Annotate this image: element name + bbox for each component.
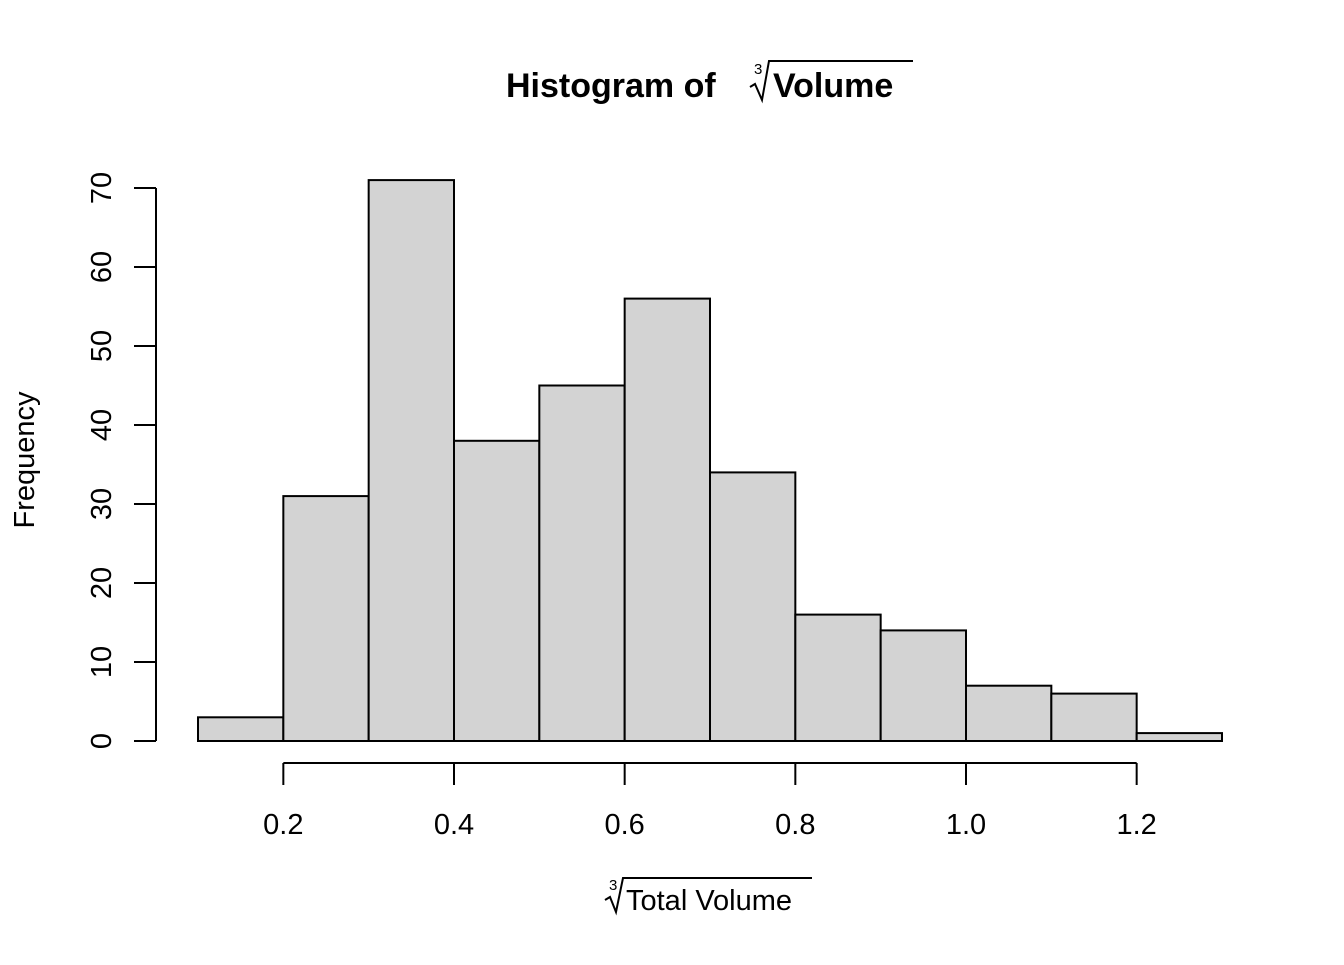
histogram-bar-2	[282, 495, 370, 742]
y-axis-tick-label: 60	[86, 251, 118, 283]
histogram-bar-6	[623, 297, 712, 742]
x-axis-label-radicand: Total Volume	[626, 885, 792, 917]
histogram-bar-10	[965, 684, 1053, 743]
chart-title: Histogram of 3 Volume	[506, 60, 913, 105]
histogram-bars	[197, 179, 1223, 743]
chart-title-root-index: 3	[754, 61, 762, 78]
x-axis-tick-label: 0.6	[605, 809, 645, 841]
x-axis-label-radical-sign	[604, 877, 812, 916]
histogram-bar-11	[1050, 692, 1138, 742]
y-axis-label: Frequency	[9, 391, 41, 529]
x-axis-label-root-index: 3	[609, 877, 617, 894]
x-axis-tick-label: 1.0	[946, 809, 986, 841]
histogram-bar-3	[367, 179, 455, 743]
histogram-bar-4	[453, 439, 541, 742]
y-axis: 0 10 20 30 40 50 60 70	[86, 172, 157, 749]
x-axis-tick-label: 1.2	[1117, 809, 1157, 841]
chart-title-prefix: Histogram of	[506, 67, 716, 105]
histogram-bar-12	[1135, 732, 1223, 742]
y-axis-tick-label: 10	[86, 646, 118, 678]
y-axis-tick-label: 20	[86, 567, 118, 599]
y-axis-tick-label: 50	[86, 330, 118, 362]
chart-title-radicand: Volume	[773, 67, 893, 105]
y-axis-tick-label: 0	[86, 733, 118, 749]
y-axis-tick-label: 70	[86, 172, 118, 204]
x-axis-label: 3 Total Volume	[604, 877, 812, 917]
x-axis-tick-label: 0.8	[775, 809, 815, 841]
histogram-bar-5	[538, 384, 626, 742]
histogram-bar-7	[709, 471, 797, 742]
y-axis-tick-label: 40	[86, 409, 118, 441]
y-axis-tick-label: 30	[86, 488, 118, 520]
x-axis-tick-label: 0.4	[434, 809, 474, 841]
histogram-bar-9	[879, 629, 968, 743]
x-axis: 0.2 0.4 0.6 0.8 1.0 1.2	[263, 762, 1157, 841]
histogram-bar-1	[197, 716, 285, 742]
chart-title-radical-sign	[749, 60, 913, 104]
x-axis-tick-label: 0.2	[263, 809, 303, 841]
histogram-bar-8	[794, 613, 882, 742]
